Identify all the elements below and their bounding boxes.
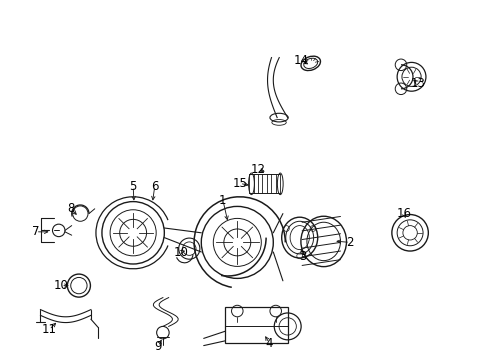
Text: 10: 10 (173, 246, 188, 258)
Text: 7: 7 (32, 225, 40, 238)
Text: 3: 3 (299, 250, 306, 263)
Text: 14: 14 (293, 54, 308, 67)
Text: 1: 1 (219, 194, 226, 207)
Text: 16: 16 (396, 207, 410, 220)
Text: 6: 6 (151, 180, 158, 193)
Text: 12: 12 (250, 163, 265, 176)
Text: 15: 15 (232, 177, 246, 190)
Text: 5: 5 (129, 180, 137, 193)
Text: 10: 10 (54, 279, 68, 292)
Text: 13: 13 (410, 77, 425, 90)
Text: 4: 4 (265, 337, 273, 350)
Text: 9: 9 (154, 340, 162, 353)
Text: 8: 8 (67, 202, 74, 215)
Text: 11: 11 (41, 323, 57, 336)
Text: 2: 2 (346, 236, 353, 249)
